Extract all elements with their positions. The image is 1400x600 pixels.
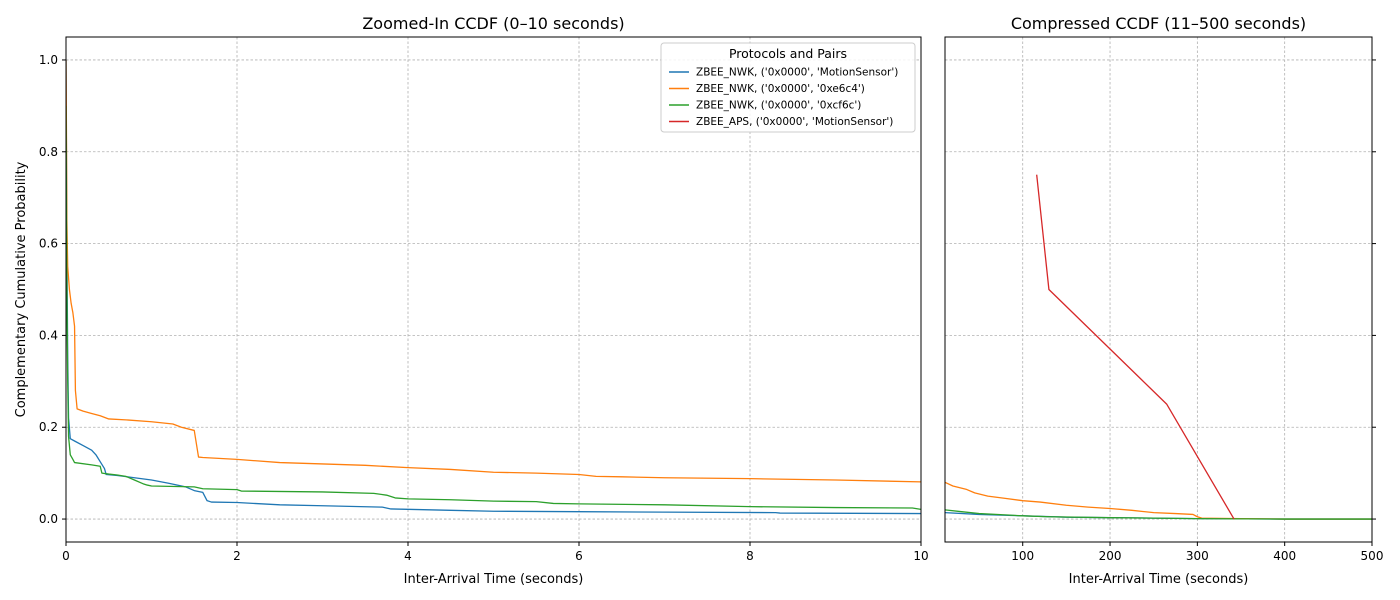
legend-box [660,42,916,133]
compressed-panel: 100 200 300 400 500 Compressed CCDF (11–500 … [944,14,1384,587]
zoomed-chart-title: Zoomed-In CCDF (0–10 seconds) [362,14,624,33]
zoomed-ticks: 0 2 4 6 8 10 0.0 0.2 0.4 0.6 0.8 1.0 [39,53,929,563]
compressed-series-line-4 [1036,174,1235,520]
compressed-ticks: 100 200 300 400 500 [1011,59,1384,563]
compressed-series [945,174,1372,520]
legend-entry-label: ZBEE_NWK, ('0x0000', '0xcf6c') [696,100,861,112]
zoomed-panel: 0 2 4 6 8 10 0.0 0.2 0.4 0.6 0.8 1.0 Zoomed-In CCDF… [14,14,929,587]
zoomed-series-line-3 [66,105,921,511]
legend-entry-label: ZBEE_APS, ('0x0000', 'MotionSensor') [696,116,893,128]
zoomed-y-tick-label: 0.0 [39,512,58,526]
compressed-x-axis-label: Inter-Arrival Time (seconds) [1069,572,1249,587]
zoomed-series [66,59,921,515]
compressed-series-line-2 [945,481,1372,520]
compressed-x-tick-label: 300 [1186,549,1209,563]
zoomed-x-tick-label: 8 [746,549,754,563]
zoomed-series-line-2 [66,59,921,483]
zoomed-y-tick-label: 1.0 [39,53,58,67]
zoomed-x-tick-label: 6 [575,549,583,563]
legend-entry-label: ZBEE_NWK, ('0x0000', 'MotionSensor') [696,67,898,79]
zoomed-y-tick-label: 0.4 [39,328,58,342]
zoomed-x-axis-label: Inter-Arrival Time (seconds) [404,572,584,587]
legend: Protocols and Pairs ZBEE_NWK, ('0x0000',… [660,42,916,133]
zoomed-plot-frame [65,36,922,543]
zoomed-x-tick-label: 4 [404,549,412,563]
legend-title: Protocols and Pairs [729,46,847,61]
legend-entries: ZBEE_NWK, ('0x0000', 'MotionSensor') ZBEE… [669,67,898,128]
compressed-x-tick-label: 400 [1273,549,1296,563]
zoomed-y-tick-label: 0.6 [39,237,58,251]
y-axis-label: Complementary Cumulative Probability [14,161,29,417]
compressed-x-tick-label: 500 [1361,549,1384,563]
zoomed-y-tick-label: 0.8 [39,145,58,159]
compressed-chart-title: Compressed CCDF (11–500 seconds) [1011,14,1306,33]
compressed-x-tick-label: 200 [1099,549,1122,563]
legend-entry-label: ZBEE_NWK, ('0x0000', '0xe6c4') [696,83,865,95]
compressed-x-tick-label: 100 [1011,549,1034,563]
compressed-series-line-3 [945,509,1372,520]
zoomed-y-tick-label: 0.2 [39,420,58,434]
compressed-plot-frame [944,36,1373,543]
zoomed-x-tick-label: 2 [233,549,241,563]
zoomed-x-tick-label: 10 [913,549,928,563]
zoomed-x-tick-label: 0 [62,549,70,563]
